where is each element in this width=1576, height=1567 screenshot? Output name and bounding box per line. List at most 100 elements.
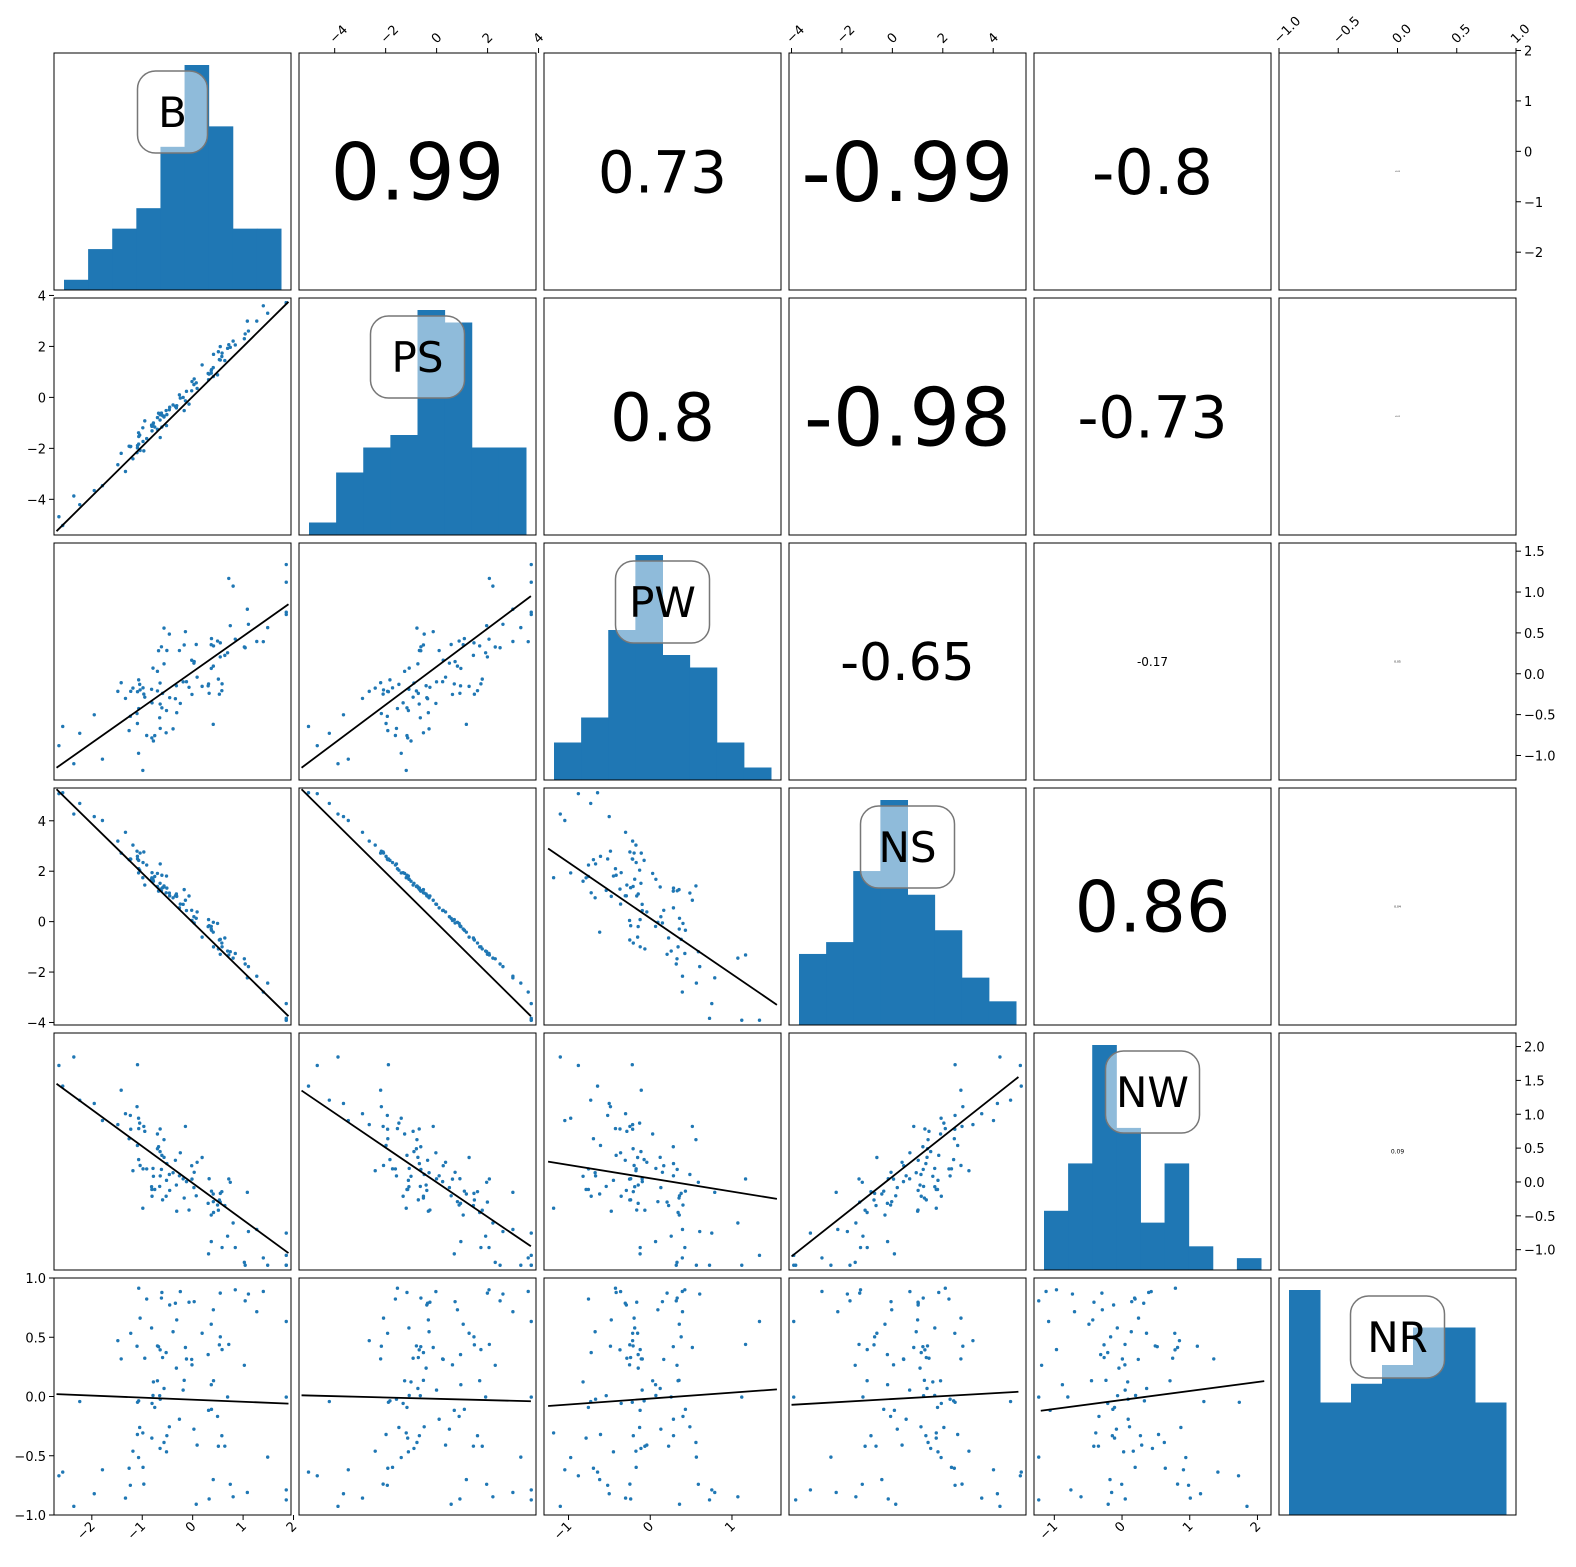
point-NW-PW-71 [627, 1177, 632, 1181]
hist-bar-B-8 [256, 228, 282, 290]
point-NW-B-59 [190, 1164, 194, 1168]
point-NW-NS-83 [960, 1124, 964, 1129]
hist-bar-PS-7 [498, 447, 527, 535]
point-NR-PW-91 [630, 1338, 635, 1343]
point-PS-B-66 [192, 382, 196, 387]
point-NW-PS-24 [431, 1124, 435, 1129]
point-NR-PW-58 [591, 1466, 596, 1470]
point-NS-B-42 [265, 981, 270, 985]
point-NR-PW-47 [677, 1322, 681, 1326]
point-NR-PW-11 [633, 1326, 637, 1330]
point-NR-PW-37 [736, 1495, 740, 1499]
right-tick-label-NW-5: −0.5 [1524, 1210, 1556, 1225]
point-NR-NS-83 [960, 1482, 964, 1486]
point-NW-NS-64 [861, 1234, 865, 1238]
point-NR-PW-96 [677, 1502, 682, 1506]
point-NR-PW-8 [593, 1397, 598, 1401]
point-NW-NS-14 [938, 1132, 943, 1136]
point-NR-PS-21 [422, 1425, 426, 1429]
point-PW-PS-25 [424, 684, 428, 688]
point-PW-B-76 [255, 639, 259, 644]
point-NR-PW-97 [643, 1444, 647, 1448]
point-PW-PS-33 [418, 716, 423, 720]
point-NS-PS-49 [341, 814, 346, 819]
point-NR-NS-89 [853, 1363, 857, 1368]
point-NS-PS-68 [395, 866, 400, 871]
point-NW-B-25 [174, 1183, 179, 1187]
point-NR-NS-43 [886, 1497, 890, 1501]
point-NW-PW-31 [653, 1239, 658, 1244]
point-PW-B-95 [61, 724, 65, 729]
point-NW-B-70 [206, 1252, 211, 1256]
point-PW-B-82 [72, 762, 76, 766]
point-PS-B-77 [135, 443, 140, 448]
point-PW-B-75 [136, 678, 141, 682]
point-NS-PW-49 [607, 814, 611, 819]
point-NW-PS-33 [418, 1184, 423, 1189]
point-NR-PS-89 [493, 1363, 497, 1368]
point-NS-PW-19 [683, 951, 687, 956]
point-NR-NS-24 [912, 1345, 916, 1350]
point-NR-PW-34 [671, 1433, 676, 1438]
point-NR-NS-77 [953, 1400, 957, 1405]
point-NR-B-13 [181, 1388, 185, 1392]
point-NR-NW-10 [1102, 1355, 1106, 1360]
point-PS-B-20 [164, 408, 168, 413]
point-PS-B-52 [209, 367, 214, 372]
point-NR-PW-49 [607, 1492, 611, 1496]
point-NS-PS-16 [327, 801, 332, 806]
point-NW-B-73 [261, 1256, 266, 1260]
point-NS-B-67 [246, 964, 251, 969]
point-NW-B-32 [143, 1129, 147, 1134]
point-PW-B-74 [156, 649, 161, 653]
point-NW-PS-49 [341, 1101, 346, 1106]
point-NW-PW-32 [625, 1129, 629, 1134]
point-NS-PW-50 [665, 952, 669, 956]
point-NW-PW-52 [683, 1189, 688, 1193]
point-NW-PS-3 [407, 1166, 411, 1171]
point-PW-PS-86 [487, 576, 492, 581]
point-NW-B-8 [158, 1174, 162, 1178]
point-NR-B-36 [167, 1303, 172, 1307]
point-NW-PW-82 [558, 1055, 562, 1059]
point-NR-B-40 [128, 1483, 133, 1487]
point-NS-PW-60 [645, 910, 649, 914]
point-NR-NW-98 [1184, 1455, 1188, 1460]
point-NR-B-27 [158, 1446, 162, 1451]
point-PS-B-99 [200, 363, 204, 367]
point-NR-PW-80 [584, 1436, 588, 1440]
right-tick-label-NW-4: 0.0 [1524, 1176, 1545, 1191]
point-NW-PW-83 [628, 1124, 632, 1129]
point-NR-NS-27 [928, 1446, 933, 1451]
point-PW-B-23 [159, 645, 164, 649]
point-NR-NS-74 [921, 1344, 925, 1349]
point-NR-NS-78 [860, 1482, 864, 1486]
point-NW-PS-91 [367, 1122, 371, 1127]
point-NS-PW-70 [638, 917, 642, 922]
point-PW-PS-84 [360, 696, 365, 701]
point-NR-PW-78 [696, 1482, 701, 1486]
point-PW-B-31 [209, 666, 213, 671]
point-NS-B-79 [131, 843, 135, 847]
point-NR-B-3 [151, 1393, 155, 1398]
point-PS-B-84 [123, 469, 128, 474]
point-NR-PS-52 [462, 1407, 467, 1412]
point-NW-PS-72 [426, 1209, 431, 1213]
point-NR-PS-47 [461, 1322, 465, 1326]
point-NR-NS-88 [916, 1301, 920, 1305]
point-NR-PW-5 [611, 1450, 616, 1454]
point-PW-B-97 [216, 677, 221, 681]
point-NR-PS-94 [458, 1352, 463, 1357]
point-NW-PW-58 [591, 1137, 596, 1141]
point-NW-PW-25 [636, 1183, 640, 1187]
point-NR-B-55 [141, 1431, 145, 1435]
panel-B-PS: 0.99 [298, 52, 537, 291]
point-NW-PS-78 [484, 1180, 489, 1184]
point-NS-PW-88 [623, 894, 627, 898]
point-NR-PS-84 [360, 1496, 365, 1500]
point-NR-NS-12 [865, 1347, 869, 1352]
point-NR-NW-76 [1072, 1310, 1077, 1314]
point-NW-PS-34 [417, 1161, 422, 1166]
point-NR-PS-1 [427, 1330, 431, 1334]
point-NS-PS-74 [419, 889, 423, 893]
